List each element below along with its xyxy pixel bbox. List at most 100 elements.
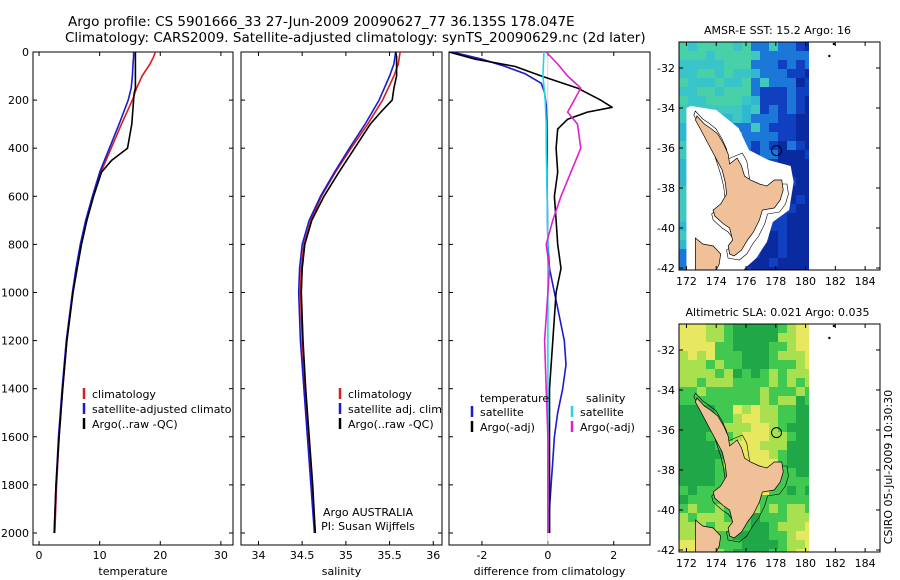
- map-cell: [706, 324, 716, 334]
- map-cell: [679, 186, 689, 196]
- argo-float-marker: [771, 145, 783, 157]
- map-cell: [760, 495, 770, 505]
- map-cell: [688, 60, 698, 70]
- map-cell: [787, 213, 797, 223]
- map-cell: [679, 150, 689, 160]
- map-cell: [679, 51, 689, 61]
- map-cell: [760, 333, 770, 343]
- map-cell: [697, 459, 707, 469]
- map-cell: [742, 42, 752, 52]
- map-cell: [697, 60, 707, 70]
- map-cell: [787, 150, 797, 160]
- map-cell: [742, 132, 752, 142]
- map-cell: [697, 342, 707, 352]
- map-cell: [760, 87, 770, 97]
- x-tick-label: 35.5: [377, 549, 402, 562]
- map-title: AMSR-E SST: 15.2 Argo: 16: [704, 24, 851, 37]
- y-tick-label: 1000: [1, 286, 29, 299]
- island-dot: [832, 324, 836, 328]
- map-cell: [715, 405, 725, 415]
- map-cell: [787, 333, 797, 343]
- map-cell: [688, 540, 698, 550]
- map-cell: [769, 78, 779, 88]
- map-cell: [769, 522, 779, 532]
- map-cell: [760, 450, 770, 460]
- map-cell: [724, 540, 734, 550]
- map-cell: [751, 123, 761, 133]
- map-cell: [805, 486, 809, 496]
- map-x-tick-label: 172: [676, 275, 697, 288]
- panel-temperature: 0 200 400 600 800 1000 1200 1400 1600 1800 2000 0 10…: [1, 46, 234, 578]
- map-cell: [760, 351, 770, 361]
- map-cell: [778, 405, 788, 415]
- map-y-tick-label: -34: [657, 102, 675, 115]
- map-cell: [796, 168, 806, 178]
- map-cell: [733, 414, 743, 424]
- map-cell: [697, 486, 707, 496]
- map-cell: [787, 159, 797, 169]
- north-island-land: [694, 115, 784, 257]
- map-cell: [796, 222, 806, 232]
- island-dot: [828, 54, 831, 58]
- map-cell: [760, 414, 770, 424]
- map-x-tick-label: 176: [736, 557, 757, 570]
- map-cell: [715, 450, 725, 460]
- y-tick-label: 400: [8, 142, 29, 155]
- map-cell: [805, 414, 809, 424]
- map-cell: [796, 531, 806, 541]
- x-tick-label: 20: [153, 549, 167, 562]
- map-cell: [769, 360, 779, 370]
- map-cell: [805, 432, 809, 442]
- map-cell: [805, 186, 809, 196]
- map-cell: [742, 87, 752, 97]
- map-cell: [733, 96, 743, 106]
- x-axis-label: difference from climatology: [474, 565, 626, 578]
- map-cell: [688, 369, 698, 379]
- map-cell: [796, 405, 806, 415]
- map-cell: [778, 450, 788, 460]
- map-cell: [778, 504, 788, 514]
- map-cell: [769, 258, 779, 268]
- map-x-tick-label: 184: [855, 557, 876, 570]
- map-cell: [778, 222, 788, 232]
- map-cell: [805, 378, 809, 388]
- map-cell: [769, 69, 779, 79]
- depth-contour: [693, 110, 789, 261]
- map-cell: [742, 123, 752, 133]
- map-cell: [706, 495, 716, 505]
- map-cell: [751, 450, 761, 460]
- map-cell: [760, 423, 770, 433]
- map-cell: [724, 324, 734, 334]
- map-cell: [733, 114, 743, 124]
- map-cell: [706, 87, 716, 97]
- map-cell: [805, 441, 809, 451]
- south-island-land: [695, 237, 722, 270]
- map-cell: [787, 414, 797, 424]
- map-cell: [805, 351, 809, 361]
- map-cell: [706, 333, 716, 343]
- panel-difference: -2 0 2 difference from climatology temperatu…: [448, 51, 651, 578]
- map-cell: [679, 195, 689, 205]
- map-cell: [742, 51, 752, 61]
- map-x-tick-label: 182: [825, 557, 846, 570]
- map-cell: [697, 87, 707, 97]
- title-line-1: Argo profile: CS 5901666_33 27-Jun-2009 …: [68, 14, 575, 30]
- map-cell: [688, 87, 698, 97]
- map-cell: [724, 387, 734, 397]
- map-cell: [688, 78, 698, 88]
- map-cell: [742, 522, 752, 532]
- panel-frame: [32, 51, 234, 546]
- map-cell: [751, 78, 761, 88]
- map-cell: [715, 351, 725, 361]
- map-cell: [742, 396, 752, 406]
- map-cell: [769, 42, 779, 52]
- map-cell: [760, 369, 770, 379]
- map-cell: [742, 387, 752, 397]
- x-tick-label: 0: [36, 549, 43, 562]
- map-cell: [724, 51, 734, 61]
- map-cell: [715, 468, 725, 478]
- map-cell: [796, 450, 806, 460]
- map-cell: [733, 423, 743, 433]
- map-cell: [697, 477, 707, 487]
